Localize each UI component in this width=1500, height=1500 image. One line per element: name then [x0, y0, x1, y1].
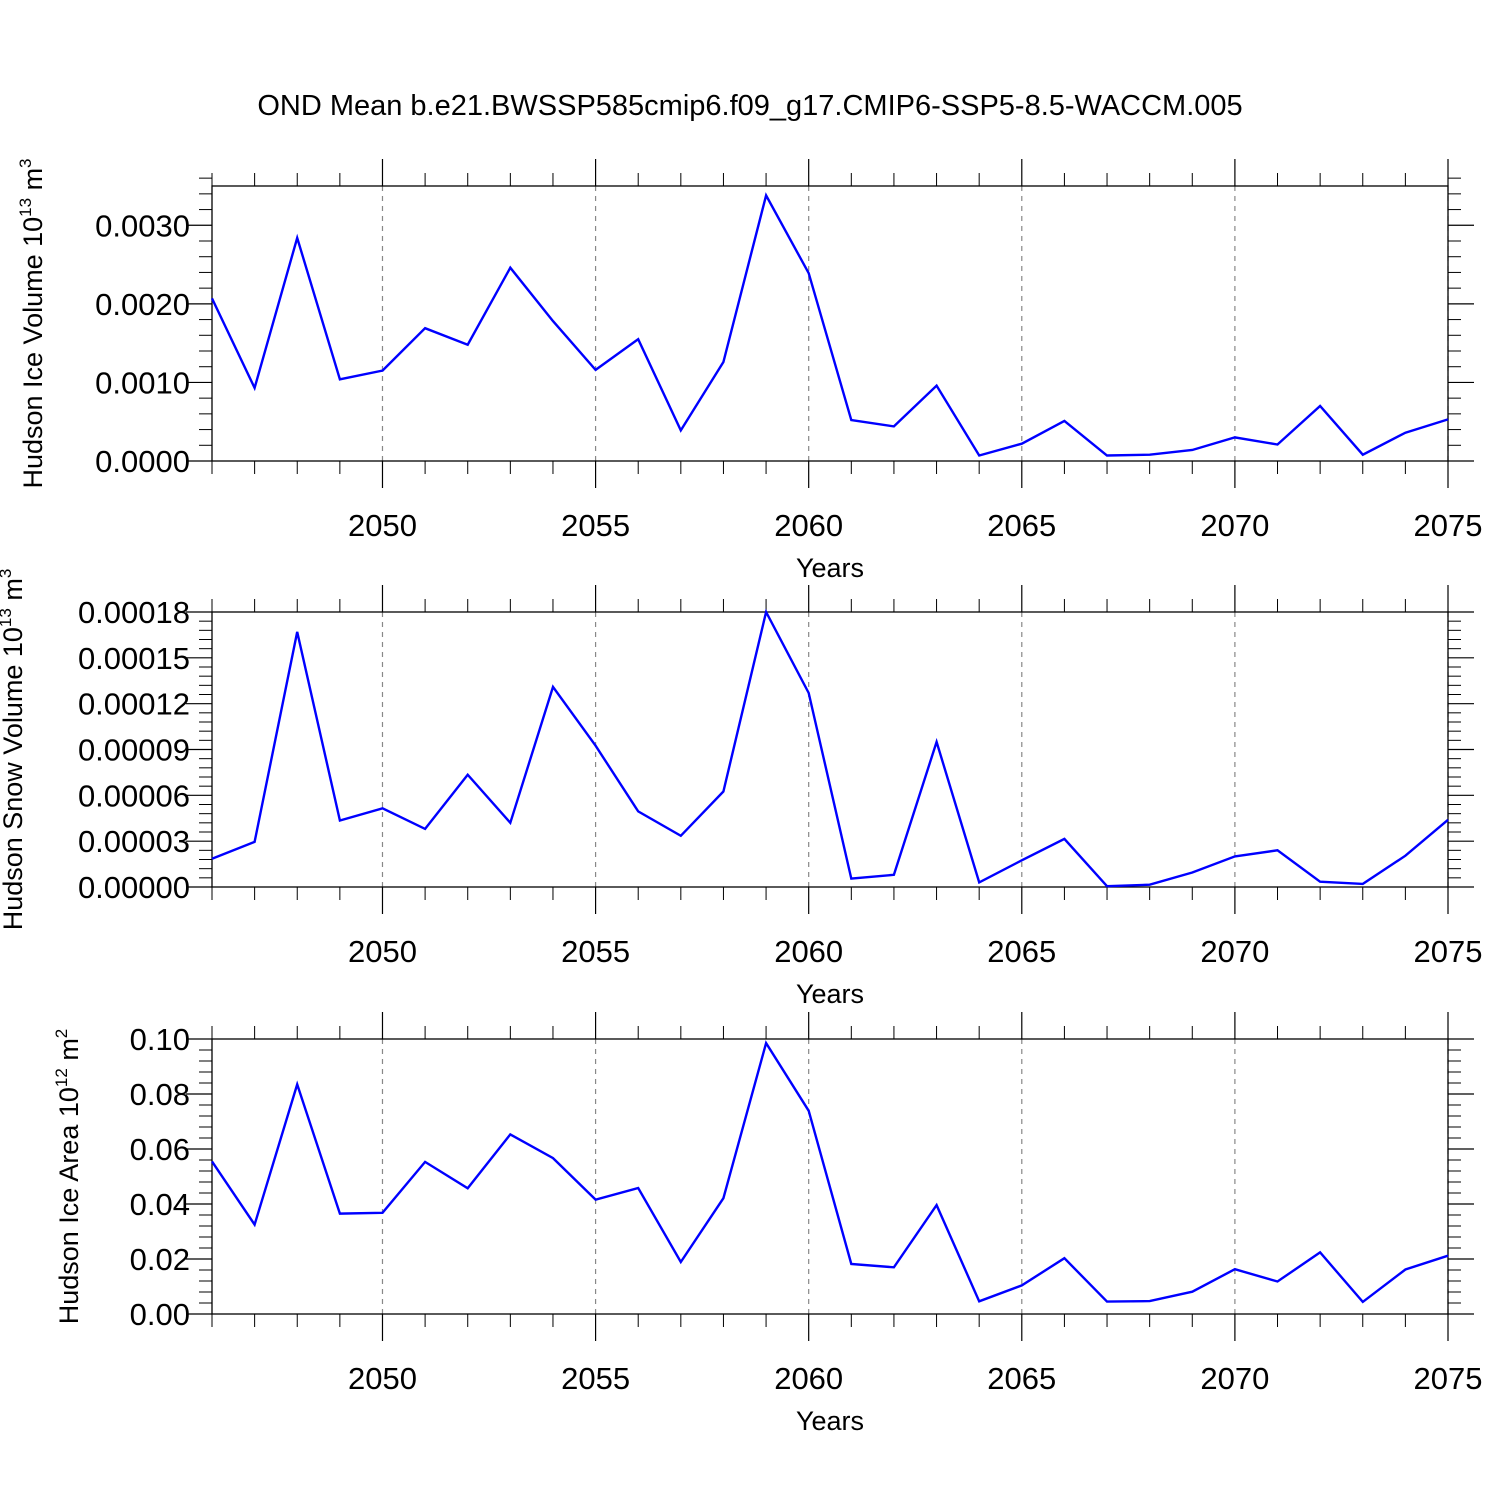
- y-axis-label: Hudson Ice Volume 1013 m3: [16, 158, 48, 488]
- x-tick-label: 2055: [561, 934, 630, 969]
- x-tick-label: 2070: [1200, 508, 1269, 543]
- x-axis-label: Years: [796, 1406, 864, 1436]
- y-tick-label: 0.0020: [95, 287, 190, 322]
- y-tick-label: 0.06: [130, 1132, 190, 1167]
- y-tick-label: 0.04: [130, 1187, 190, 1222]
- y-axis-label-text: Hudson Ice Volume 10: [18, 217, 48, 489]
- y-axis-label: Hudson Ice Area 1012 m2: [52, 1029, 84, 1325]
- x-tick-label: 2055: [561, 508, 630, 543]
- y-tick-label: 0.0030: [95, 208, 190, 243]
- series-line: [210, 192, 1449, 457]
- x-tick-label: 2075: [1414, 508, 1483, 543]
- y-axis-label-unit: m: [54, 1038, 84, 1068]
- y-tick-label: 0.00012: [78, 687, 190, 722]
- plot-frame: [211, 185, 1449, 462]
- y-tick-label: 0.00018: [78, 595, 190, 630]
- y-axis-label-unit: m: [0, 578, 28, 608]
- y-tick-label: 0.00000: [78, 870, 190, 905]
- panel-1: 2050 2055 2060 2065 2070 2075 0.0000 0.0010 0.00…: [16, 158, 1482, 583]
- y-axis-label-unit-power: 3: [0, 569, 15, 578]
- y-tick-label: 0.10: [130, 1022, 190, 1057]
- x-tick-label: 2060: [774, 1361, 843, 1396]
- x-tick-label: 2050: [348, 1361, 417, 1396]
- panel-2: 2050 2055 2060 2065 2070 2075 0.00000 0.00003 0.…: [0, 569, 1482, 1009]
- x-tick-label: 2070: [1200, 934, 1269, 969]
- y-tick-label: 0.00003: [78, 824, 190, 859]
- x-tick-label: 2060: [774, 934, 843, 969]
- plot-frame: [211, 1038, 1449, 1315]
- y-tick-label: 0.00015: [78, 641, 190, 676]
- x-tick-label: 2065: [987, 1361, 1056, 1396]
- x-tick-label: 2060: [774, 508, 843, 543]
- y-axis-label-unit-power: 3: [16, 158, 35, 167]
- y-tick-label: 0.00006: [78, 778, 190, 813]
- y-axis-label: Hudson Snow Volume 1013 m3: [0, 569, 28, 931]
- y-axis-label-exponent: 13: [16, 198, 35, 217]
- y-tick-label: 0.00009: [78, 733, 190, 768]
- x-tick-label: 2050: [348, 934, 417, 969]
- y-tick-label: 0.08: [130, 1077, 190, 1112]
- panel-3: 2050 2055 2060 2065 2070 2075 0.00 0.02 0.04 0.06…: [52, 1012, 1482, 1436]
- x-tick-label: 2055: [561, 1361, 630, 1396]
- x-tick-label: 2075: [1414, 1361, 1483, 1396]
- x-tick-label: 2065: [987, 508, 1056, 543]
- x-tick-label: 2075: [1414, 934, 1483, 969]
- y-axis-label-text: Hudson Ice Area 10: [54, 1087, 84, 1324]
- series-line: [211, 608, 1449, 888]
- y-axis-label-exponent: 12: [52, 1068, 71, 1087]
- x-tick-label: 2065: [987, 934, 1056, 969]
- y-tick-label: 0.0000: [95, 444, 190, 479]
- x-tick-label: 2050: [348, 508, 417, 543]
- y-tick-label: 0.02: [130, 1242, 190, 1277]
- x-axis-label: Years: [796, 553, 864, 583]
- y-tick-label: 0.0010: [95, 365, 190, 400]
- y-axis-label-text: Hudson Snow Volume 10: [0, 627, 28, 930]
- x-axis-label: Years: [796, 979, 864, 1009]
- y-axis-label-exponent: 13: [0, 608, 15, 627]
- y-axis-label-unit: m: [18, 168, 48, 198]
- series-line: [211, 1040, 1449, 1304]
- y-tick-label: 0.00: [130, 1297, 190, 1332]
- y-axis-label-unit-power: 2: [52, 1029, 71, 1038]
- panels: 2050 2055 2060 2065 2070 2075 0.0000 0.0010 0.00…: [0, 158, 1482, 1436]
- x-tick-label: 2070: [1200, 1361, 1269, 1396]
- chart-title: OND Mean b.e21.BWSSP585cmip6.f09_g17.CMI…: [257, 90, 1242, 122]
- plot-frame: [211, 611, 1449, 888]
